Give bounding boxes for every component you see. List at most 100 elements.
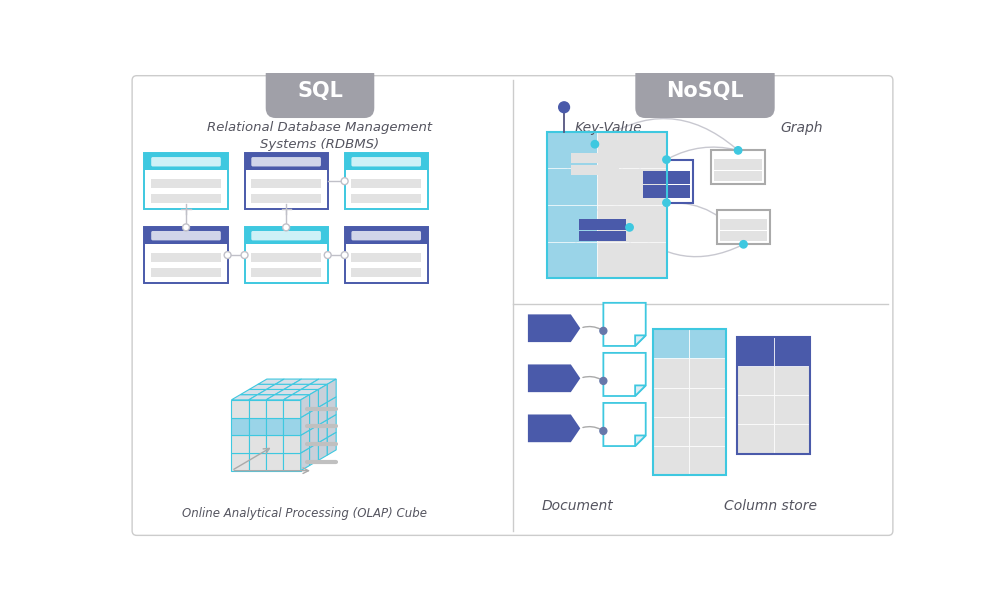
FancyBboxPatch shape (547, 205, 597, 241)
FancyBboxPatch shape (774, 337, 810, 366)
FancyBboxPatch shape (640, 160, 693, 203)
Polygon shape (318, 437, 327, 460)
Polygon shape (266, 400, 283, 417)
FancyBboxPatch shape (345, 154, 428, 170)
Polygon shape (327, 397, 336, 420)
Polygon shape (231, 394, 258, 400)
Polygon shape (283, 453, 301, 471)
FancyBboxPatch shape (737, 366, 774, 395)
FancyBboxPatch shape (717, 211, 770, 244)
Polygon shape (283, 417, 301, 435)
FancyBboxPatch shape (345, 154, 428, 209)
FancyBboxPatch shape (351, 157, 421, 166)
FancyBboxPatch shape (737, 337, 774, 366)
FancyBboxPatch shape (689, 358, 726, 388)
FancyBboxPatch shape (635, 64, 775, 118)
FancyBboxPatch shape (547, 168, 597, 205)
Polygon shape (283, 394, 310, 400)
FancyBboxPatch shape (568, 144, 622, 178)
FancyBboxPatch shape (653, 388, 689, 417)
Text: Online Analytical Processing (OLAP) Cube: Online Analytical Processing (OLAP) Cube (182, 508, 427, 520)
FancyBboxPatch shape (597, 168, 666, 205)
FancyBboxPatch shape (251, 268, 321, 277)
Polygon shape (231, 417, 249, 435)
Text: Key-Value: Key-Value (575, 121, 643, 135)
Circle shape (600, 327, 607, 335)
Text: Column store: Column store (724, 499, 817, 513)
Polygon shape (310, 425, 318, 448)
Polygon shape (318, 420, 327, 443)
FancyArrowPatch shape (605, 201, 664, 209)
FancyBboxPatch shape (251, 231, 321, 240)
Text: SQL: SQL (297, 81, 343, 101)
FancyBboxPatch shape (597, 132, 666, 168)
FancyBboxPatch shape (245, 154, 328, 209)
Polygon shape (635, 436, 646, 446)
FancyBboxPatch shape (774, 366, 810, 395)
FancyBboxPatch shape (345, 227, 428, 283)
FancyBboxPatch shape (151, 157, 221, 166)
FancyBboxPatch shape (571, 153, 619, 163)
Polygon shape (301, 430, 310, 453)
FancyBboxPatch shape (144, 154, 228, 170)
FancyBboxPatch shape (737, 425, 774, 454)
Polygon shape (528, 414, 580, 442)
Polygon shape (283, 400, 301, 417)
FancyBboxPatch shape (151, 252, 221, 262)
Polygon shape (318, 402, 327, 425)
FancyBboxPatch shape (597, 241, 666, 278)
Polygon shape (301, 413, 310, 435)
FancyBboxPatch shape (351, 268, 421, 277)
Circle shape (341, 178, 348, 185)
FancyBboxPatch shape (251, 178, 321, 188)
Polygon shape (327, 414, 336, 437)
Polygon shape (528, 364, 580, 392)
Polygon shape (266, 435, 283, 453)
FancyArrowPatch shape (583, 376, 601, 379)
Circle shape (600, 378, 607, 384)
FancyBboxPatch shape (151, 178, 221, 188)
FancyBboxPatch shape (547, 132, 597, 168)
Polygon shape (249, 417, 266, 435)
FancyBboxPatch shape (132, 76, 893, 535)
FancyBboxPatch shape (653, 358, 689, 388)
FancyBboxPatch shape (597, 205, 666, 241)
Polygon shape (266, 417, 283, 435)
Circle shape (663, 156, 670, 163)
FancyBboxPatch shape (653, 417, 689, 446)
Circle shape (341, 252, 348, 258)
Circle shape (283, 224, 290, 231)
FancyArrowPatch shape (583, 327, 601, 330)
FancyBboxPatch shape (774, 425, 810, 454)
Polygon shape (249, 453, 266, 471)
FancyBboxPatch shape (689, 446, 726, 476)
FancyBboxPatch shape (251, 252, 321, 262)
Polygon shape (292, 390, 318, 394)
FancyBboxPatch shape (689, 388, 726, 417)
FancyBboxPatch shape (689, 417, 726, 446)
Polygon shape (249, 394, 275, 400)
Text: NoSQL: NoSQL (666, 81, 744, 101)
FancyArrowPatch shape (583, 427, 601, 430)
Text: Graph: Graph (780, 121, 822, 135)
Polygon shape (293, 379, 319, 384)
FancyBboxPatch shape (144, 227, 228, 244)
FancyBboxPatch shape (689, 329, 726, 358)
Circle shape (740, 241, 747, 248)
FancyBboxPatch shape (345, 227, 428, 244)
Polygon shape (327, 432, 336, 455)
Polygon shape (231, 435, 249, 453)
FancyBboxPatch shape (266, 64, 374, 118)
Polygon shape (258, 390, 284, 394)
Polygon shape (635, 335, 646, 346)
FancyBboxPatch shape (720, 231, 767, 241)
Polygon shape (301, 394, 310, 417)
Circle shape (324, 252, 331, 258)
FancyBboxPatch shape (774, 395, 810, 425)
FancyBboxPatch shape (643, 171, 690, 184)
FancyArrowPatch shape (669, 203, 742, 242)
FancyBboxPatch shape (576, 211, 630, 244)
FancyBboxPatch shape (245, 154, 328, 170)
Polygon shape (266, 453, 283, 471)
FancyBboxPatch shape (579, 231, 626, 241)
